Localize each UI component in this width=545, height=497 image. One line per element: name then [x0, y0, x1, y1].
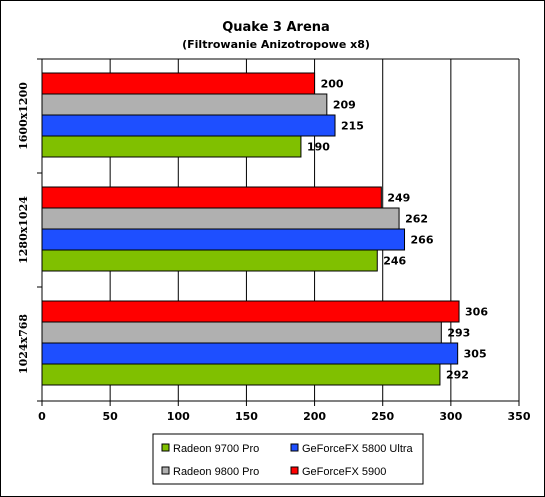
x-tick-label-6: 300: [439, 410, 462, 423]
bar-1024x768-1: [41, 321, 442, 344]
data-label-1024x768-2: 305: [464, 348, 487, 361]
bar-1024x768-3: [41, 363, 441, 386]
x-tick-label-2: 100: [167, 410, 190, 423]
data-label-1600x1200-2: 215: [341, 120, 364, 133]
x-tick-label-3: 150: [235, 410, 258, 423]
data-label-1280x1024-0: 249: [387, 192, 410, 205]
legend-label-0: Radeon 9700 Pro: [173, 443, 259, 455]
legend-box: [152, 433, 424, 485]
x-tick-label-1: 50: [102, 410, 118, 423]
bar-1280x1024-2: [41, 228, 406, 251]
data-label-1024x768-0: 306: [465, 306, 488, 319]
category-label-0: 1600x1200: [17, 82, 30, 150]
bar-1600x1200-2: [41, 114, 336, 137]
bar-1024x768-0: [41, 300, 460, 323]
data-label-1600x1200-0: 200: [321, 78, 344, 91]
category-label-2: 1024x768: [17, 314, 30, 374]
chart-title: Quake 3 Arena: [222, 20, 330, 35]
bar-1280x1024-3: [41, 249, 378, 272]
legend-swatch-3: [290, 466, 299, 475]
data-label-1600x1200-1: 209: [333, 99, 356, 112]
bar-1600x1200-1: [41, 93, 328, 116]
bar-1024x768-2: [41, 342, 459, 365]
legend-swatch-1: [290, 443, 299, 452]
legend-swatch-2: [161, 466, 170, 475]
x-tick-label-0: 0: [38, 410, 46, 423]
legend-label-2: Radeon 9800 Pro: [173, 466, 259, 478]
bar-1280x1024-0: [41, 186, 382, 209]
x-tick-label-4: 200: [303, 410, 326, 423]
legend-label-3: GeForceFX 5900: [302, 466, 386, 478]
data-label-1280x1024-3: 246: [383, 255, 406, 268]
data-label-1280x1024-2: 266: [411, 234, 434, 247]
data-label-1280x1024-1: 262: [405, 213, 428, 226]
chart-subtitle: (Filtrowanie Anizotropowe x8): [182, 38, 370, 51]
data-label-1600x1200-3: 190: [307, 141, 330, 154]
legend: Radeon 9700 Pro GeForceFX 5800 Ultra Radeo…: [152, 433, 424, 485]
plot-area: 200 209 215 190 1600x1200 249 262 266 246 1280x10…: [17, 58, 531, 423]
legend-swatch-0: [161, 443, 170, 452]
data-label-1024x768-1: 293: [447, 327, 470, 340]
x-tick-label-5: 250: [371, 410, 394, 423]
bar-1280x1024-1: [41, 207, 400, 230]
data-label-1024x768-3: 292: [446, 369, 469, 382]
category-label-1: 1280x1024: [17, 196, 30, 264]
bar-1600x1200-0: [41, 72, 316, 95]
legend-label-1: GeForceFX 5800 Ultra: [302, 443, 414, 455]
bar-1600x1200-3: [41, 135, 302, 158]
x-tick-label-7: 350: [508, 410, 531, 423]
